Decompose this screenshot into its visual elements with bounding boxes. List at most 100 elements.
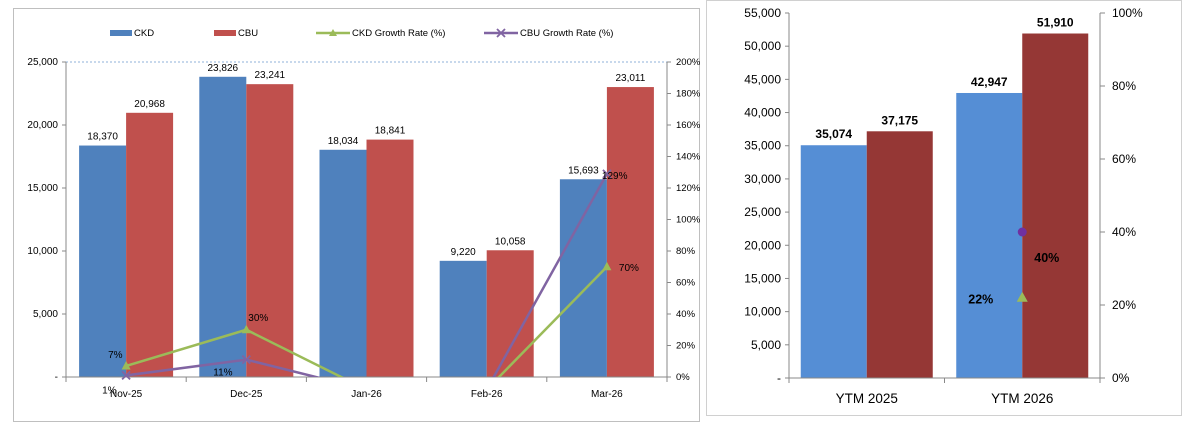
y-tick-label: 5,000: [33, 309, 58, 320]
legend-label: CKD Growth Rate (%): [352, 28, 445, 39]
y2-tick-label: 80%: [1112, 79, 1136, 93]
growth-data-label: 40%: [1034, 251, 1059, 265]
line-cbu-growth: [125, 173, 608, 377]
ytm-chart-panel: - 5,000 10,000 15,000 20,000 25,000 30,000 35,0…: [706, 0, 1182, 416]
x-tick-label: Nov-25: [110, 389, 143, 400]
y2-tick-label: 140%: [676, 152, 701, 163]
growth-data-label: 11%: [213, 368, 232, 379]
y2-tick-label: 20%: [676, 341, 696, 352]
legend-label: CBU Growth Rate (%): [520, 28, 613, 39]
y-tick-label: 15,000: [744, 271, 781, 285]
bar-data-label: 23,826: [208, 63, 239, 74]
bar-cbu: [606, 87, 654, 377]
y-tick-label: 20,000: [27, 120, 58, 131]
y-tick-label: 25,000: [27, 57, 58, 68]
bar-cbu: [866, 131, 933, 378]
bar-data-label: 20,968: [134, 99, 165, 110]
y-tick-label: 25,000: [744, 205, 781, 219]
bar-ckd: [319, 149, 367, 377]
growth-data-label: 1%: [102, 385, 117, 396]
bar-cbu: [486, 250, 534, 377]
legend-marker: [496, 28, 506, 38]
bar-ckd: [199, 76, 247, 378]
ckd-growth-marker: [121, 360, 131, 370]
monthly-chart: - 5,000 10,000 15,000 20,000 25,000 0% 20% 40% 60…: [27, 28, 701, 400]
bar-data-label: 18,841: [375, 126, 406, 137]
ytm-chart: - 5,000 10,000 15,000 20,000 25,000 30,000 35,0…: [744, 6, 1143, 406]
growth-data-label: 22%: [968, 293, 993, 307]
y2-tick-label: 100%: [676, 215, 701, 226]
y-tick-label: 15,000: [27, 183, 58, 194]
y-tick-label: 50,000: [744, 39, 781, 53]
y-tick-label: 20,000: [744, 238, 781, 252]
y-tick-label: 10,000: [744, 305, 781, 319]
bar-data-label: 37,175: [881, 113, 918, 127]
cbu-growth-marker: [602, 169, 612, 179]
y2-tick-label: 120%: [676, 183, 701, 194]
y2-tick-label: 0%: [1112, 371, 1130, 385]
cbu-growth-marker: [1017, 227, 1027, 237]
bar-cbu: [366, 139, 414, 377]
bar-data-label: 35,074: [815, 127, 852, 141]
x-tick-label: Feb-26: [471, 389, 503, 400]
monthly-chart-panel: - 5,000 10,000 15,000 20,000 25,000 0% 20% 40% 60…: [13, 8, 701, 422]
legend-swatch: [214, 30, 236, 36]
bar-data-label: 23,241: [255, 70, 286, 81]
x-tick-label: Dec-25: [230, 389, 263, 400]
y2-tick-label: 200%: [676, 57, 701, 68]
y2-tick-label: 40%: [676, 309, 696, 320]
y-tick-label: -: [777, 371, 781, 385]
bar-data-label: 23,011: [615, 73, 645, 84]
y-tick-label: 30,000: [744, 172, 781, 186]
bar-data-label: 18,370: [87, 132, 118, 143]
bar-cbu: [246, 84, 294, 378]
bar-ckd: [956, 92, 1023, 378]
cbu-growth-marker: [241, 355, 251, 365]
y2-tick-label: 60%: [676, 278, 696, 289]
y-tick-label: 55,000: [744, 6, 781, 20]
growth-data-label: 30%: [248, 313, 268, 324]
bar-ckd: [800, 145, 867, 378]
y-tick-label: 10,000: [27, 246, 58, 257]
bar-data-label: 51,910: [1037, 16, 1074, 30]
legend-swatch: [110, 30, 132, 36]
growth-data-label: 7%: [108, 350, 123, 361]
y-tick-label: 45,000: [744, 72, 781, 86]
y-tick-label: 35,000: [744, 139, 781, 153]
y2-tick-label: 160%: [676, 120, 701, 131]
ckd-growth-marker: [241, 324, 251, 334]
bar-data-label: 15,693: [568, 165, 599, 176]
bar-data-label: 10,058: [495, 236, 526, 247]
growth-data-label: 70%: [619, 263, 639, 274]
y2-tick-label: 40%: [1112, 225, 1136, 239]
legend-marker: [329, 29, 337, 36]
y2-tick-label: 20%: [1112, 298, 1136, 312]
x-tick-label: Mar-26: [591, 389, 623, 400]
line-ckd-growth: [125, 265, 608, 377]
y2-tick-label: 0%: [676, 372, 690, 383]
bar-ckd: [79, 145, 127, 377]
y-tick-label: 40,000: [744, 106, 781, 120]
bar-ckd: [559, 179, 607, 377]
y-tick-label: 5,000: [751, 338, 781, 352]
growth-data-label: 129%: [602, 171, 628, 182]
ckd-growth-marker: [602, 261, 612, 271]
y2-tick-label: 180%: [676, 89, 701, 100]
bar-ckd: [439, 260, 487, 377]
cbu-growth-marker: [121, 370, 131, 381]
bar-data-label: 9,220: [451, 247, 476, 258]
y2-tick-label: 60%: [1112, 152, 1136, 166]
x-tick-label: YTM 2026: [991, 391, 1053, 406]
bar-cbu: [126, 112, 174, 378]
bar-data-label: 42,947: [971, 75, 1008, 89]
ckd-growth-marker: [1016, 291, 1028, 302]
bar-data-label: 18,034: [328, 136, 359, 147]
y2-tick-label: 80%: [676, 246, 696, 257]
legend-label: CBU: [238, 28, 258, 39]
legend-label: CKD: [134, 28, 154, 39]
y2-tick-label: 100%: [1112, 6, 1143, 20]
x-tick-label: Jan-26: [351, 389, 382, 400]
bar-cbu: [1022, 33, 1089, 379]
x-tick-label: YTM 2025: [836, 391, 898, 406]
y-tick-label: -: [55, 372, 58, 383]
